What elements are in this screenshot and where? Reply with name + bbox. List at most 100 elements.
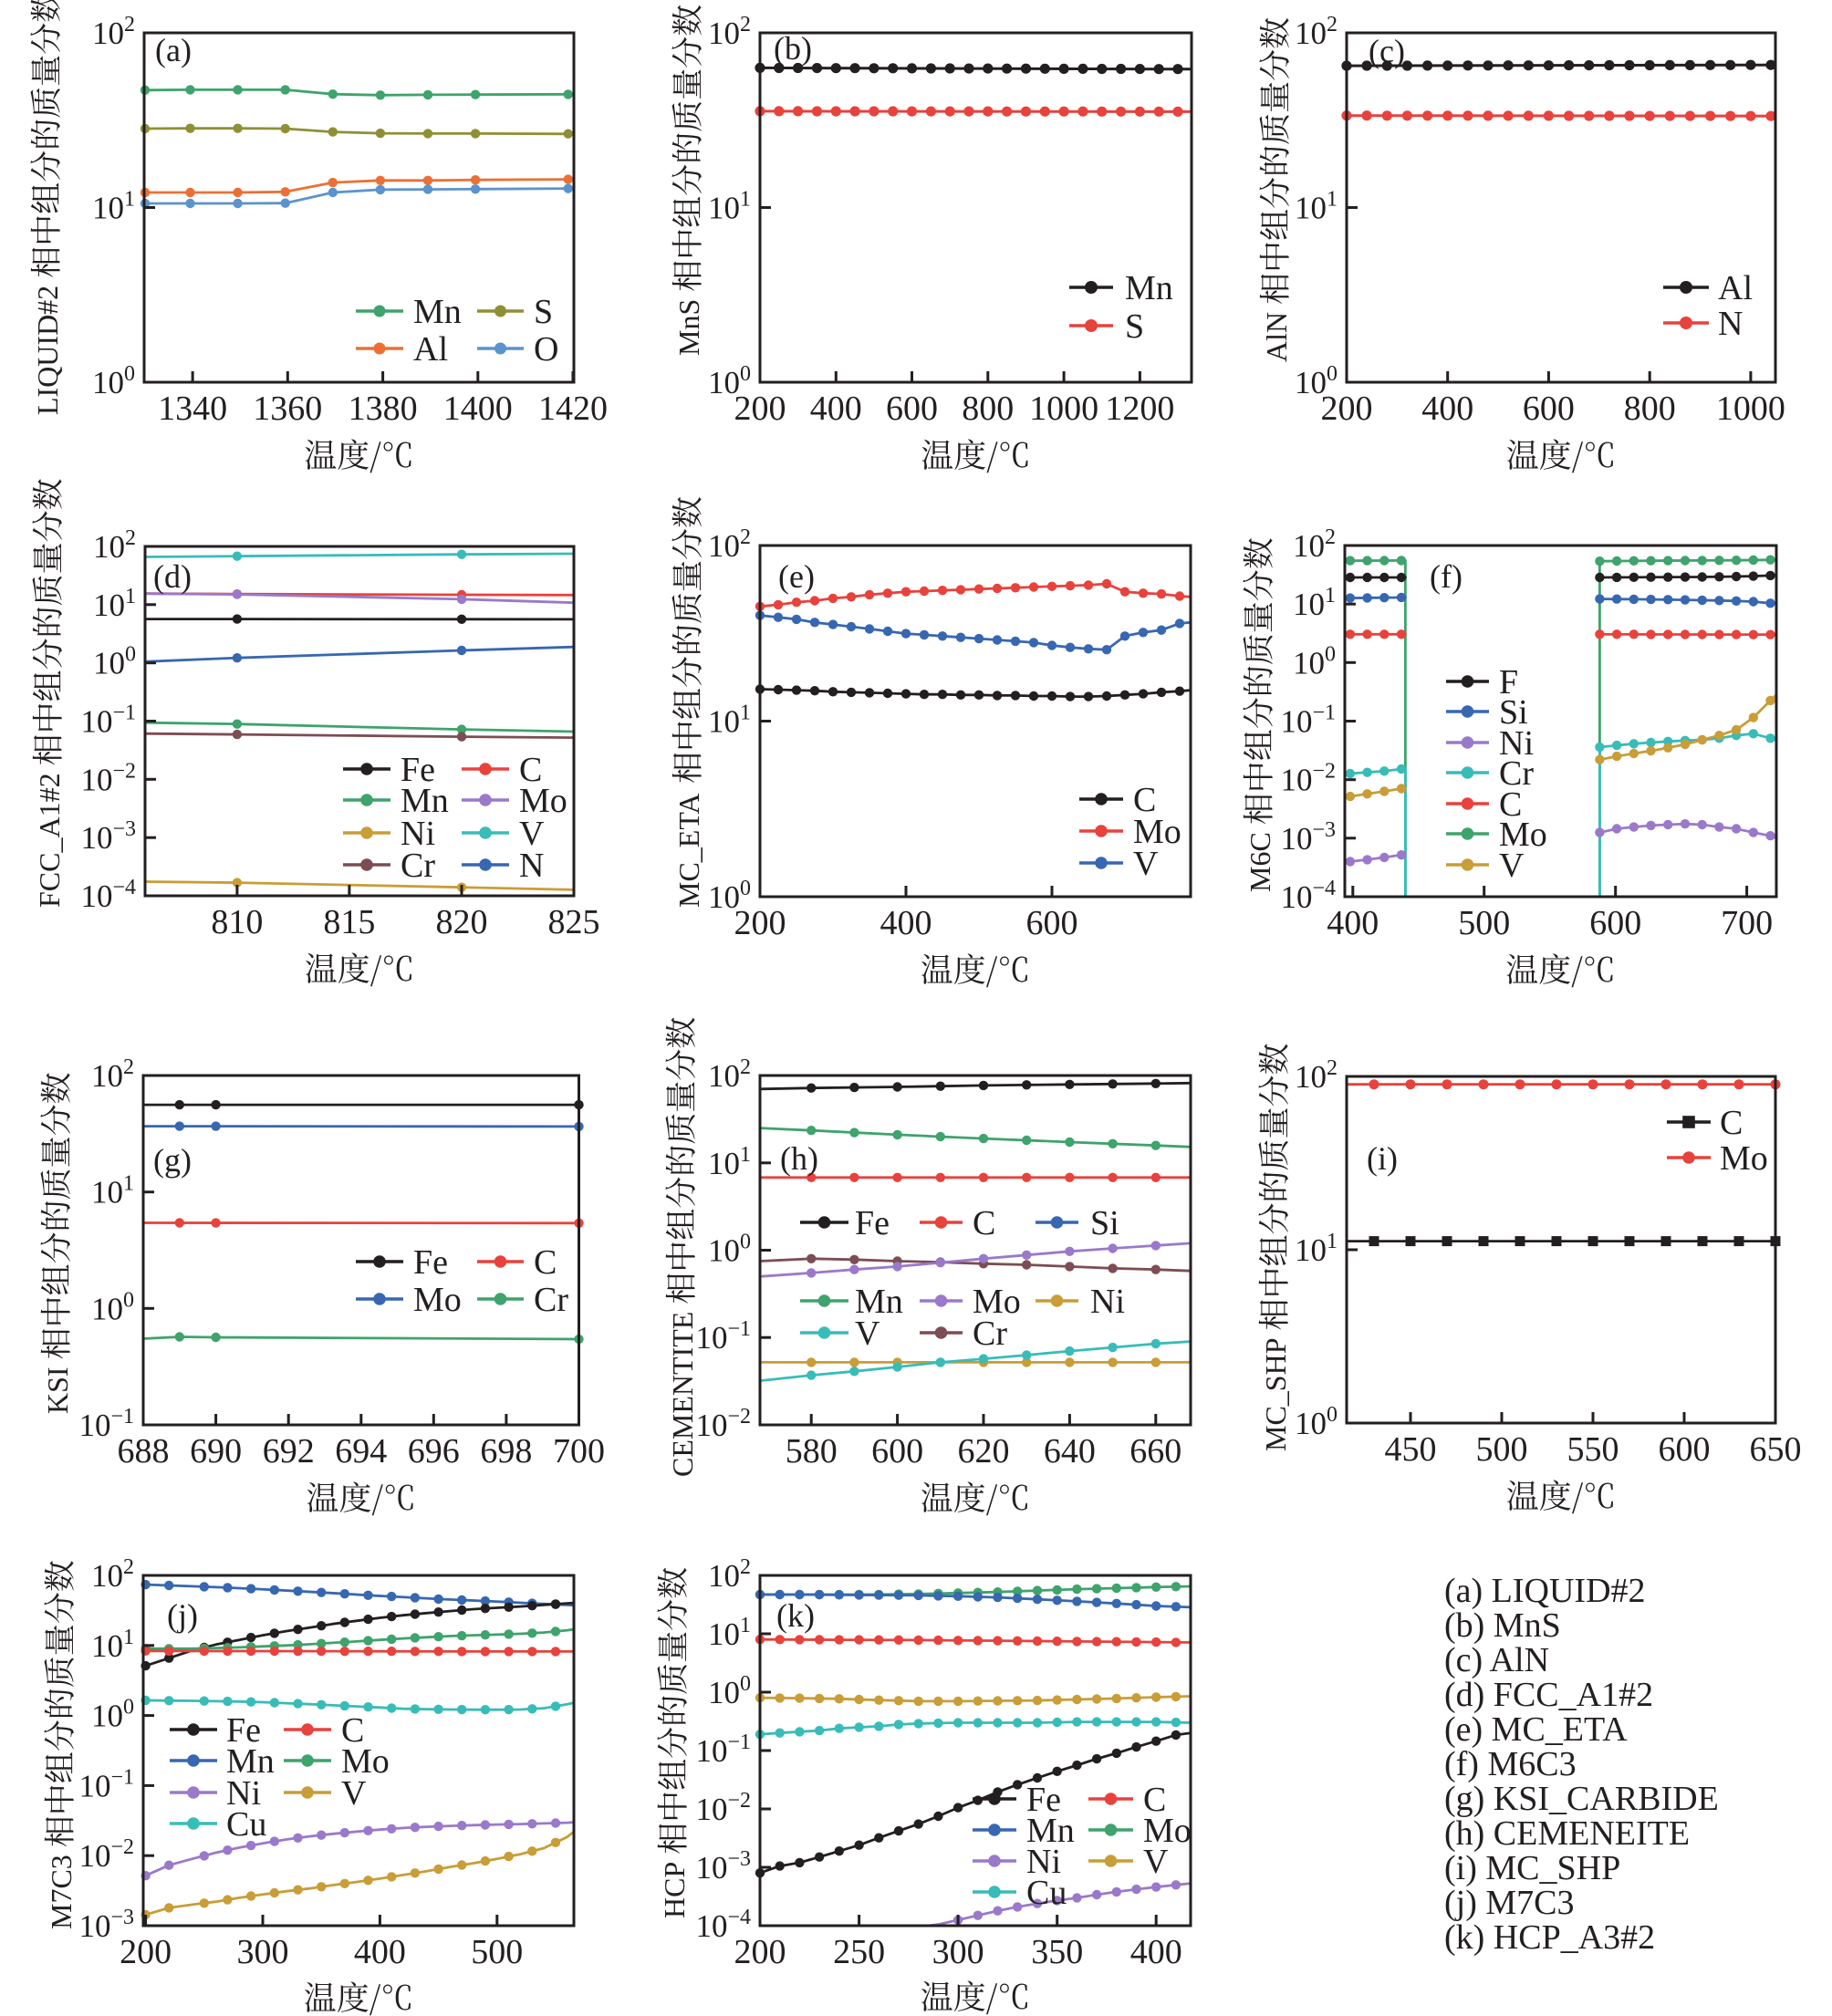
svg-text:V: V xyxy=(1143,1843,1169,1881)
svg-text:Mn: Mn xyxy=(401,782,449,820)
svg-text:1380: 1380 xyxy=(349,390,418,428)
svg-text:(i): (i) xyxy=(1367,1140,1398,1177)
svg-text:AlN: AlN xyxy=(1260,312,1293,362)
svg-text:Mo: Mo xyxy=(1143,1812,1192,1850)
svg-text:300: 300 xyxy=(932,1933,984,1971)
svg-text:Ni: Ni xyxy=(226,1774,261,1813)
svg-text:Al: Al xyxy=(1718,269,1753,307)
svg-text:(c): (c) xyxy=(1369,33,1405,69)
svg-text:300: 300 xyxy=(237,1933,289,1971)
svg-text:(k) HCP_A3#2: (k) HCP_A3#2 xyxy=(1444,1918,1655,1957)
svg-text:V: V xyxy=(341,1774,367,1813)
svg-text:Mo: Mo xyxy=(1499,816,1547,854)
svg-text:450: 450 xyxy=(1385,1430,1437,1469)
svg-text:(g) KSI_CARBIDE: (g) KSI_CARBIDE xyxy=(1444,1780,1719,1818)
svg-text:C: C xyxy=(1143,1781,1166,1819)
svg-text:820: 820 xyxy=(436,903,488,941)
svg-text:350: 350 xyxy=(1031,1933,1083,1971)
svg-text:KSI: KSI xyxy=(41,1367,74,1414)
svg-text:(h): (h) xyxy=(780,1140,818,1177)
svg-text:C: C xyxy=(341,1711,364,1750)
svg-text:N: N xyxy=(519,847,544,885)
svg-text:Mo: Mo xyxy=(519,782,567,820)
svg-text:MC_ETA: MC_ETA xyxy=(672,794,705,908)
svg-text:600: 600 xyxy=(1659,1430,1711,1469)
svg-text:200: 200 xyxy=(120,1933,172,1971)
svg-text:CEMENTITE: CEMENTITE xyxy=(666,1312,699,1477)
svg-text:Ni: Ni xyxy=(1026,1843,1061,1881)
svg-text:N: N xyxy=(1718,305,1743,343)
svg-text:M6C: M6C xyxy=(1244,832,1276,892)
svg-text:FCC_A1#2: FCC_A1#2 xyxy=(33,773,66,908)
svg-text:690: 690 xyxy=(190,1432,242,1470)
svg-text:V: V xyxy=(1499,847,1525,885)
svg-text:640: 640 xyxy=(1044,1432,1096,1470)
svg-text:F: F xyxy=(1499,663,1518,701)
svg-text:500: 500 xyxy=(1476,1430,1528,1469)
svg-text:800: 800 xyxy=(962,390,1014,428)
svg-text:V: V xyxy=(855,1315,880,1353)
svg-text:1340: 1340 xyxy=(158,390,227,428)
svg-text:Cr: Cr xyxy=(973,1315,1007,1353)
svg-text:400: 400 xyxy=(880,904,932,942)
svg-text:Ni: Ni xyxy=(1090,1283,1125,1321)
svg-text:580: 580 xyxy=(786,1432,838,1470)
svg-text:Mn: Mn xyxy=(226,1742,275,1781)
svg-text:Cr: Cr xyxy=(1499,754,1534,793)
svg-text:815: 815 xyxy=(323,903,375,941)
svg-text:(e) MC_ETA: (e) MC_ETA xyxy=(1444,1710,1628,1749)
svg-text:C: C xyxy=(1499,785,1522,824)
svg-text:825: 825 xyxy=(548,903,600,941)
svg-text:Mn: Mn xyxy=(855,1283,903,1321)
svg-text:(c) AlN: (c) AlN xyxy=(1444,1641,1549,1679)
svg-text:700: 700 xyxy=(553,1432,605,1470)
svg-text:S: S xyxy=(1125,307,1144,346)
svg-text:400: 400 xyxy=(1421,390,1473,428)
svg-text:200: 200 xyxy=(734,390,786,428)
svg-text:1000: 1000 xyxy=(1029,390,1098,428)
svg-text:692: 692 xyxy=(263,1432,315,1470)
svg-text:650: 650 xyxy=(1750,1430,1802,1469)
svg-text:Fe: Fe xyxy=(855,1204,890,1242)
svg-text:Mo: Mo xyxy=(1720,1139,1768,1178)
svg-text:698: 698 xyxy=(480,1432,532,1470)
svg-text:660: 660 xyxy=(1129,1432,1181,1470)
svg-text:Fe: Fe xyxy=(413,1243,448,1282)
svg-text:Si: Si xyxy=(1090,1204,1119,1242)
svg-text:400: 400 xyxy=(1327,904,1379,942)
svg-text:Mo: Mo xyxy=(973,1283,1021,1321)
svg-text:700: 700 xyxy=(1721,904,1773,942)
svg-text:(a) LIQUID#2: (a) LIQUID#2 xyxy=(1444,1572,1646,1610)
svg-text:Al: Al xyxy=(413,330,448,369)
svg-text:(f) M6C3: (f) M6C3 xyxy=(1444,1745,1577,1783)
svg-text:Mo: Mo xyxy=(1133,813,1181,851)
svg-text:Mn: Mn xyxy=(1125,269,1173,307)
svg-text:Fe: Fe xyxy=(401,751,435,789)
svg-text:1400: 1400 xyxy=(443,390,513,428)
svg-text:(b): (b) xyxy=(774,30,812,67)
svg-text:1200: 1200 xyxy=(1105,390,1174,428)
svg-text:V: V xyxy=(1133,845,1159,883)
svg-text:Mo: Mo xyxy=(413,1281,462,1319)
svg-text:250: 250 xyxy=(833,1933,885,1971)
svg-text:(g): (g) xyxy=(153,1142,192,1179)
svg-text:HCP: HCP xyxy=(658,1862,691,1918)
svg-text:696: 696 xyxy=(408,1432,460,1470)
svg-text:C: C xyxy=(1720,1104,1743,1142)
svg-text:200: 200 xyxy=(734,904,786,942)
svg-text:Cr: Cr xyxy=(534,1281,568,1319)
svg-text:(d): (d) xyxy=(153,558,192,595)
svg-text:Si: Si xyxy=(1499,693,1528,732)
svg-text:Ni: Ni xyxy=(401,815,435,853)
svg-text:550: 550 xyxy=(1567,1430,1619,1469)
svg-text:(h) CEMENEITE: (h) CEMENEITE xyxy=(1444,1814,1690,1853)
svg-text:100: 100 xyxy=(91,1288,134,1326)
svg-text:200: 200 xyxy=(734,1933,786,1971)
svg-text:810: 810 xyxy=(211,903,263,941)
svg-text:LIQUID#2: LIQUID#2 xyxy=(31,286,64,415)
svg-text:S: S xyxy=(534,293,553,331)
svg-text:(b) MnS: (b) MnS xyxy=(1444,1606,1561,1645)
svg-text:(d) FCC_A1#2: (d) FCC_A1#2 xyxy=(1444,1676,1653,1714)
svg-text:600: 600 xyxy=(871,1432,923,1470)
svg-text:688: 688 xyxy=(118,1432,170,1470)
